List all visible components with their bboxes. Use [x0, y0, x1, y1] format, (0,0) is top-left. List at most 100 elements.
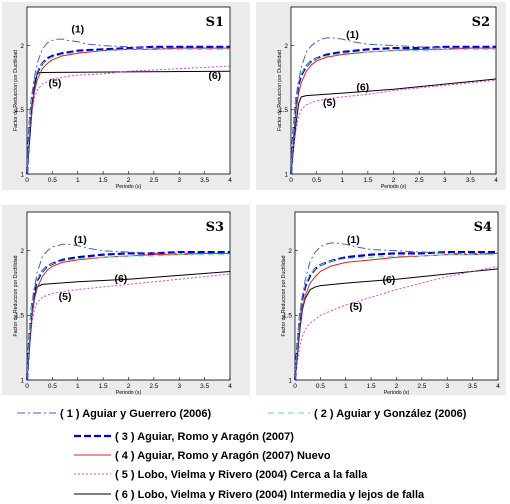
legend-label: ( 2 ) Aguiar y González (2006)	[314, 408, 467, 420]
series-annotation: (6)	[114, 273, 127, 285]
x-tick-label: 2	[395, 383, 399, 390]
series-annotation: (1)	[71, 24, 84, 36]
legend-label: ( 3 ) Aguiar, Romo y Aragón (2007)	[115, 431, 294, 443]
series-line-5	[26, 273, 231, 381]
series-line-4	[290, 47, 496, 175]
x-tick-label: 3	[177, 177, 181, 184]
x-tick-label: 4	[228, 177, 232, 184]
series-annotation: (1)	[74, 234, 87, 246]
series-annotation: (5)	[48, 78, 61, 90]
x-tick-label: 1	[344, 383, 348, 390]
x-tick-label: 3.5	[466, 177, 475, 184]
series-line-5	[290, 79, 497, 175]
legend-entry-4: ( 4 ) Aguiar, Romo y Aragón (2007) Nuevo	[74, 450, 331, 462]
x-tick-label: 3	[445, 383, 449, 390]
y-tick-label: 1	[20, 377, 24, 384]
series-annotation: (6)	[356, 82, 369, 94]
y-tick-label: 1.5	[15, 107, 24, 114]
x-tick-label: 0.5	[316, 383, 325, 390]
x-axis-title: Periodo (s)	[116, 390, 142, 396]
x-tick-label: 3	[443, 177, 447, 184]
y-tick-label: 1	[288, 377, 292, 384]
legend-label: ( 5 ) Lobo, Vielma y Rivero (2004) Cerca…	[115, 469, 368, 481]
x-tick-label: 0	[25, 383, 29, 390]
y-tick-label: 1.5	[283, 313, 292, 320]
x-tick-label: 2.5	[149, 383, 158, 390]
series-line-2	[26, 48, 230, 175]
series-line-1	[26, 243, 230, 381]
series-line-4	[26, 252, 230, 381]
series-annotation: (1)	[347, 234, 360, 246]
panel-title: S2	[472, 15, 490, 30]
y-tick-label: 2	[284, 43, 288, 50]
y-tick-label: 2	[288, 248, 292, 255]
legend-entry-6: ( 6 ) Lobo, Vielma y Rivero (2004) Inter…	[74, 489, 425, 501]
x-tick-label: 2.5	[417, 383, 426, 390]
y-tick-label: 1	[284, 171, 288, 178]
x-tick-label: 0	[25, 177, 29, 184]
x-tick-label: 3.5	[468, 383, 477, 390]
x-tick-label: 1.5	[99, 383, 108, 390]
x-tick-label: 0.5	[48, 177, 57, 184]
y-tick-label: 2	[20, 248, 24, 255]
y-axis-title: Factor de Reduccion por Ductilidad	[281, 255, 287, 336]
y-axis-title: Factor de Reduccion por Ductilidad	[277, 50, 283, 131]
x-tick-label: 1.5	[99, 177, 108, 184]
legend-label: ( 1 ) Aguiar y Guerrero (2006)	[60, 408, 212, 420]
plot-area	[26, 211, 231, 381]
series-annotation: (6)	[382, 274, 395, 286]
panel-title: S1	[206, 15, 224, 30]
y-axis-title: Factor de Reduccion por Ductilidad	[13, 50, 19, 131]
series-line-5	[26, 65, 231, 175]
x-axis-title: Periodo (s)	[384, 390, 410, 396]
series-line-1	[26, 38, 230, 175]
y-axis-title: Factor de Reduccion por Ductilidad	[13, 255, 19, 336]
x-tick-label: 2.5	[149, 177, 158, 184]
series-annotation: (1)	[346, 29, 359, 41]
y-tick-label: 1.5	[279, 107, 288, 114]
legend-entry-5: ( 5 ) Lobo, Vielma y Rivero (2004) Cerca…	[74, 469, 368, 481]
plot-area	[26, 6, 231, 175]
x-tick-label: 0.5	[48, 383, 57, 390]
legend-label: ( 6 ) Lobo, Vielma y Rivero (2004) Inter…	[115, 489, 425, 501]
series-annotation: (6)	[208, 70, 221, 82]
x-tick-label: 2	[127, 383, 131, 390]
series-annotation: (5)	[59, 291, 72, 303]
x-tick-label: 1	[340, 177, 344, 184]
panel-title: S4	[474, 220, 492, 235]
x-tick-label: 1.5	[367, 383, 376, 390]
x-axis-title: Periodo (s)	[381, 184, 407, 190]
series-line-5	[294, 265, 499, 381]
series-annotation: (5)	[349, 301, 362, 313]
series-line-6	[290, 78, 497, 175]
legend-entry-3: ( 3 ) Aguiar, Romo y Aragón (2007)	[74, 431, 294, 443]
legend-entry-1: ( 1 ) Aguiar y Guerrero (2006)	[17, 408, 212, 420]
x-tick-label: 1.5	[363, 177, 372, 184]
y-tick-label: 1	[20, 171, 24, 178]
legend: ( 1 ) Aguiar y Guerrero (2006) ( 2 ) Agui…	[17, 408, 467, 501]
x-tick-label: 3.5	[200, 383, 209, 390]
series-line-1	[290, 37, 496, 175]
series-annotation: (5)	[323, 97, 336, 109]
x-tick-label: 3.5	[200, 177, 209, 184]
x-tick-label: 4	[494, 177, 498, 184]
x-tick-label: 2	[392, 177, 396, 184]
panel-title: S3	[206, 220, 224, 235]
plot-area	[294, 211, 499, 381]
x-tick-label: 2	[127, 177, 131, 184]
x-tick-label: 3	[177, 383, 181, 390]
x-axis-title: Periodo (s)	[116, 184, 142, 190]
series-line-4	[26, 47, 230, 175]
x-tick-label: 4	[228, 383, 232, 390]
x-tick-label: 4	[496, 383, 500, 390]
x-tick-label: 1	[76, 383, 80, 390]
x-tick-label: 2.5	[415, 177, 424, 184]
x-tick-label: 0	[293, 383, 297, 390]
legend-label: ( 4 ) Aguiar, Romo y Aragón (2007) Nuevo	[115, 450, 331, 462]
x-tick-label: 0.5	[312, 177, 321, 184]
